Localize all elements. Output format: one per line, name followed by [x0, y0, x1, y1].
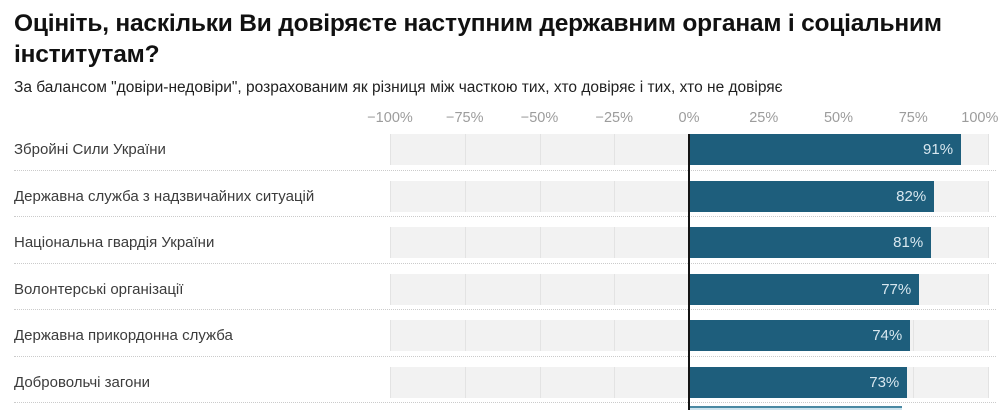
gridline [390, 227, 391, 258]
bar-rows: Збройні Сили України 91% Державна служба з… [0, 124, 1000, 410]
gridline [464, 273, 466, 305]
axis-tick-label: 0% [678, 110, 700, 126]
gridline [988, 273, 989, 305]
category-label: Волонтерські організації [14, 280, 184, 298]
zero-axis-line [688, 134, 690, 410]
category-label: Збройні Сили України [14, 141, 166, 158]
table-row-partial [0, 403, 1000, 410]
gridline [464, 180, 466, 212]
bar: 77% [689, 273, 920, 305]
row-separator [14, 262, 996, 264]
gridline [390, 134, 391, 165]
gridline [539, 320, 541, 351]
bar-value-label: 91% [923, 141, 954, 158]
gridline [539, 366, 541, 398]
gridline [390, 320, 391, 351]
row-separator [14, 402, 996, 403]
gridline [614, 227, 616, 258]
bar-value-label: 73% [869, 373, 900, 391]
bar-value-label: 77% [881, 280, 912, 298]
partial-bar [690, 406, 903, 410]
gridline [614, 320, 616, 351]
gridline [614, 180, 616, 212]
x-axis: −100% −75% −50% −25% 0% 25% 50% 75% 100% [367, 110, 998, 128]
bar: 74% [689, 320, 911, 351]
page-title: Оцініть, наскільки Ви довіряєте наступни… [14, 10, 942, 68]
table-row: Волонтерські організації 77% [0, 264, 1000, 310]
table-row: Національна гвардія України 81% [0, 217, 1000, 264]
gridline [988, 134, 989, 165]
gridline [614, 366, 616, 398]
bar-value-label: 82% [896, 187, 927, 205]
bar: 73% [689, 366, 908, 398]
gridline [614, 134, 616, 165]
gridline [390, 273, 391, 305]
gridline [614, 273, 616, 305]
gridline [464, 134, 466, 165]
row-separator [14, 169, 996, 171]
gridline [539, 227, 541, 258]
table-row: Державна служба з надзвичайних ситуацій 8… [0, 171, 1000, 217]
gridline [464, 227, 466, 258]
axis-tick-label: 100% [961, 110, 999, 126]
table-row: Державна прикордонна служба 74% [0, 310, 1000, 357]
gridline [390, 366, 391, 398]
table-row: Добровольчі загони 73% [0, 357, 1000, 403]
gridline [539, 180, 541, 212]
axis-tick-label: 50% [823, 110, 854, 126]
gridline [913, 320, 915, 351]
gridline [988, 180, 989, 212]
gridline [464, 366, 466, 398]
category-label: Державна служба з надзвичайних ситуацій [14, 187, 315, 205]
gridline [464, 320, 466, 351]
category-label: Національна гвардія України [14, 234, 215, 251]
axis-tick-label: −75% [446, 110, 484, 126]
gridline [988, 366, 989, 398]
row-separator [14, 355, 996, 357]
table-row: Збройні Сили України 91% [0, 124, 1000, 171]
axis-tick-label: −50% [520, 110, 559, 126]
bar: 81% [689, 227, 932, 258]
bar-value-label: 74% [872, 327, 903, 344]
axis-tick-label: 75% [898, 110, 928, 126]
axis-tick-label: −100% [367, 110, 413, 126]
row-separator [14, 216, 996, 217]
bar: 82% [689, 180, 935, 212]
gridline [988, 227, 989, 258]
gridline [988, 320, 989, 351]
gridline [539, 273, 541, 305]
axis-tick-label: −25% [595, 110, 634, 126]
category-label: Державна прикордонна служба [14, 327, 233, 344]
chart-subtitle: За балансом "довіри-недовіри", розрахова… [14, 79, 783, 96]
bar-value-label: 81% [893, 234, 924, 251]
axis-tick-label: 25% [749, 110, 779, 126]
bar: 91% [689, 134, 962, 165]
gridline [539, 134, 541, 165]
category-label: Добровольчі загони [14, 373, 151, 391]
gridline [913, 366, 915, 398]
gridline [390, 180, 391, 212]
row-separator [14, 309, 996, 310]
